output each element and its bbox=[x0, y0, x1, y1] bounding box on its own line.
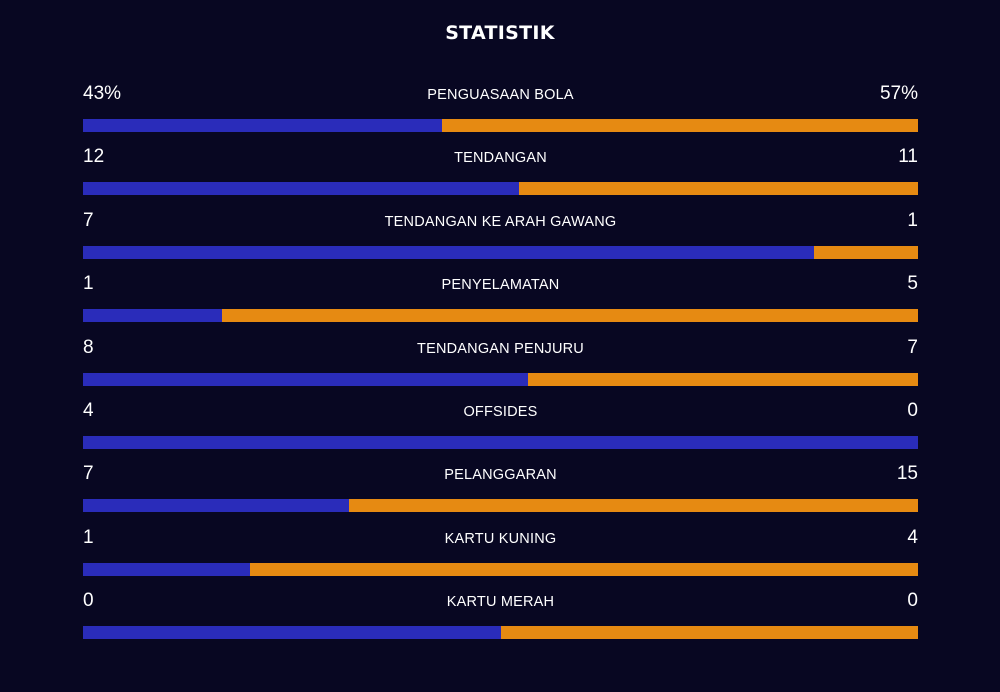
home-bar-segment bbox=[83, 499, 349, 513]
stat-row: 7 PELANGGARAN 15 bbox=[83, 458, 918, 521]
comparison-bar bbox=[83, 309, 918, 323]
stat-head: 12 TENDANGAN 11 bbox=[83, 141, 918, 182]
stat-head: 7 TENDANGAN KE ARAH GAWANG 1 bbox=[83, 205, 918, 246]
away-bar-segment bbox=[500, 626, 918, 640]
home-value: 7 bbox=[83, 463, 94, 485]
comparison-bar bbox=[83, 182, 918, 196]
away-value: 5 bbox=[907, 273, 918, 295]
away-value: 1 bbox=[907, 209, 918, 231]
home-value: 43% bbox=[83, 83, 122, 104]
home-value: 1 bbox=[83, 526, 94, 548]
stat-row: 12 TENDANGAN 11 bbox=[83, 141, 918, 204]
away-bar-segment bbox=[528, 372, 918, 386]
stat-label: TENDANGAN bbox=[454, 150, 547, 167]
comparison-bar bbox=[83, 119, 918, 132]
stat-row: 4 OFFSIDES 0 bbox=[83, 395, 918, 458]
stat-label: KARTU KUNING bbox=[444, 530, 557, 547]
stat-label: OFFSIDES bbox=[463, 403, 538, 420]
home-value: 7 bbox=[83, 209, 94, 231]
stat-head: 0 KARTU MERAH 0 bbox=[83, 585, 918, 626]
stat-row: 1 KARTU KUNING 4 bbox=[83, 522, 918, 585]
stat-head: 8 TENDANGAN PENJURU 7 bbox=[83, 332, 918, 373]
stat-row: 8 TENDANGAN PENJURU 7 bbox=[83, 332, 918, 395]
comparison-bar bbox=[83, 562, 918, 576]
away-bar-segment bbox=[348, 499, 918, 513]
stat-head: 4 OFFSIDES 0 bbox=[83, 395, 918, 436]
home-bar-segment bbox=[83, 626, 501, 640]
comparison-bar bbox=[83, 372, 918, 386]
home-bar-segment bbox=[83, 372, 529, 386]
away-bar-segment bbox=[442, 119, 918, 132]
away-bar-segment bbox=[518, 182, 918, 196]
away-bar-segment bbox=[813, 245, 918, 259]
stats-list: 43% PENGUASAAN BOLA 57% 12 TENDANGAN 11 bbox=[83, 78, 918, 649]
away-bar-segment bbox=[222, 309, 918, 323]
stat-label: TENDANGAN KE ARAH GAWANG bbox=[384, 213, 617, 230]
comparison-bar bbox=[83, 499, 918, 513]
stat-head: 1 PENYELAMATAN 5 bbox=[83, 268, 918, 309]
home-bar-segment bbox=[83, 435, 918, 449]
stat-head: 7 PELANGGARAN 15 bbox=[83, 458, 918, 499]
home-bar-segment bbox=[83, 119, 443, 132]
stat-head: 1 KARTU KUNING 4 bbox=[83, 522, 918, 563]
home-bar-segment bbox=[83, 562, 250, 576]
home-bar-segment bbox=[83, 245, 814, 259]
comparison-bar bbox=[83, 245, 918, 259]
comparison-bar bbox=[83, 435, 918, 449]
home-value: 1 bbox=[83, 273, 94, 295]
stat-row: 0 KARTU MERAH 0 bbox=[83, 585, 918, 648]
away-value: 0 bbox=[907, 590, 918, 612]
stat-label: KARTU MERAH bbox=[446, 594, 555, 611]
stat-label: PELANGGARAN bbox=[444, 467, 557, 484]
home-value: 8 bbox=[83, 336, 94, 358]
home-value: 12 bbox=[83, 146, 105, 168]
stat-label: TENDANGAN PENJURU bbox=[417, 340, 584, 357]
home-bar-segment bbox=[83, 309, 223, 323]
stat-row: 1 PENYELAMATAN 5 bbox=[83, 268, 918, 331]
stat-label: PENGUASAAN BOLA bbox=[427, 87, 574, 103]
home-value: 4 bbox=[83, 399, 94, 421]
stat-row: 43% PENGUASAAN BOLA 57% bbox=[83, 78, 918, 141]
away-value: 57% bbox=[879, 83, 918, 104]
away-value: 0 bbox=[907, 399, 918, 421]
home-value: 0 bbox=[83, 590, 94, 612]
stat-row: 7 TENDANGAN KE ARAH GAWANG 1 bbox=[83, 205, 918, 268]
page-title: STATISTIK bbox=[445, 22, 555, 44]
away-value: 11 bbox=[898, 146, 918, 168]
away-value: 4 bbox=[907, 526, 918, 548]
away-value: 15 bbox=[896, 463, 918, 485]
comparison-bar bbox=[83, 626, 918, 640]
stat-label: PENYELAMATAN bbox=[441, 277, 560, 294]
stat-head: 43% PENGUASAAN BOLA 57% bbox=[83, 78, 918, 119]
away-bar-segment bbox=[250, 562, 918, 576]
home-bar-segment bbox=[83, 182, 519, 196]
away-value: 7 bbox=[907, 336, 918, 358]
